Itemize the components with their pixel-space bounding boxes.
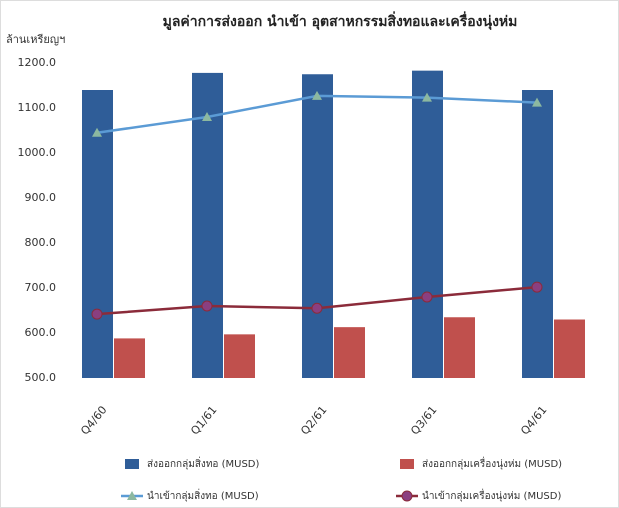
legend-label: นำเข้ากลุ่มสิ่งทอ (MUSD)	[147, 488, 259, 502]
y-tick-label: 800.0	[25, 236, 57, 249]
line-marker	[422, 92, 432, 102]
y-tick-label: 600.0	[25, 326, 57, 339]
bar	[82, 90, 113, 378]
line-marker	[421, 291, 433, 303]
legend-label: ส่งออกกลุ่มสิ่งทอ (MUSD)	[147, 456, 259, 470]
line-marker	[91, 308, 103, 320]
y-tick-label: 1000.0	[18, 146, 57, 159]
legend-marker	[401, 490, 413, 502]
bar	[302, 74, 333, 378]
bar	[444, 317, 475, 378]
bar	[522, 90, 553, 378]
bar	[192, 72, 223, 379]
legend-marker	[127, 491, 137, 500]
bar	[412, 70, 443, 379]
line-marker	[202, 112, 212, 121]
bar	[114, 338, 145, 378]
legend-label: ส่งออกกลุ่มเครื่องนุ่งห่ม (MUSD)	[422, 456, 562, 470]
bar	[224, 334, 255, 378]
y-tick-label: 500.0	[25, 371, 57, 384]
line-marker	[532, 97, 542, 107]
legend-swatch	[125, 459, 139, 469]
line-marker	[531, 281, 543, 293]
bar	[334, 327, 365, 378]
y-tick-label: 1100.0	[18, 101, 57, 114]
y-axis-label: ล้านเหรียญฯ	[6, 33, 65, 46]
line-marker	[312, 90, 322, 100]
line-marker	[92, 127, 102, 137]
legend-swatch	[400, 459, 414, 469]
line-marker	[311, 302, 323, 314]
y-tick-label: 900.0	[25, 191, 57, 204]
legend-label: นำเข้ากลุ่มเครื่องนุ่งห่ม (MUSD)	[422, 488, 561, 502]
y-tick-label: 1200.0	[18, 56, 57, 69]
chart-title: มูลค่าการส่งออก นำเข้า อุตสาหกรรมสิ่งทอแ…	[163, 11, 518, 30]
y-tick-label: 700.0	[25, 281, 57, 294]
line-marker	[201, 300, 213, 312]
bar	[554, 319, 585, 378]
